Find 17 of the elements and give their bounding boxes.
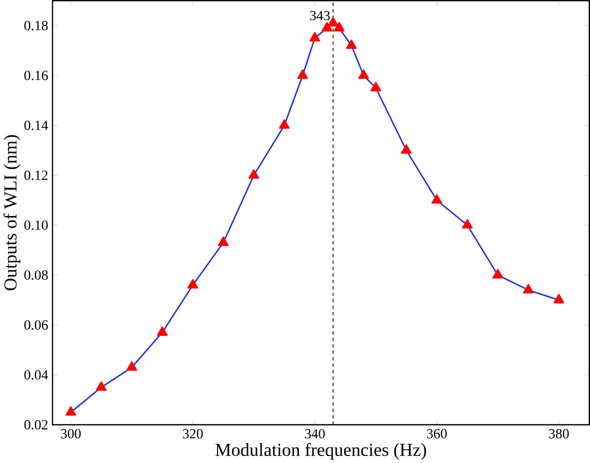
y-tick-label: 0.04 [24,370,48,380]
y-tick-label: 0.06 [24,320,48,330]
x-tick-label: 380 [549,428,569,438]
ref-line-label: 343 [310,10,330,20]
x-tick-label: 360 [427,428,447,438]
y-tick-label: 0.18 [24,20,48,30]
y-axis-title: Outputs of WLI (nm) [4,135,20,290]
y-tick-label: 0.14 [24,120,48,130]
y-tick-label: 0.08 [24,270,48,280]
y-tick-label: 0.02 [24,420,48,430]
y-tick-label: 0.16 [24,70,48,80]
y-tick-label: 0.10 [24,220,48,230]
y-tick-label: 0.12 [24,170,48,180]
x-axis-title: Modulation frequencies (Hz) [216,442,426,460]
x-tick-label: 340 [305,428,325,438]
x-tick-label: 300 [60,428,81,438]
x-tick-label: 320 [183,428,203,438]
